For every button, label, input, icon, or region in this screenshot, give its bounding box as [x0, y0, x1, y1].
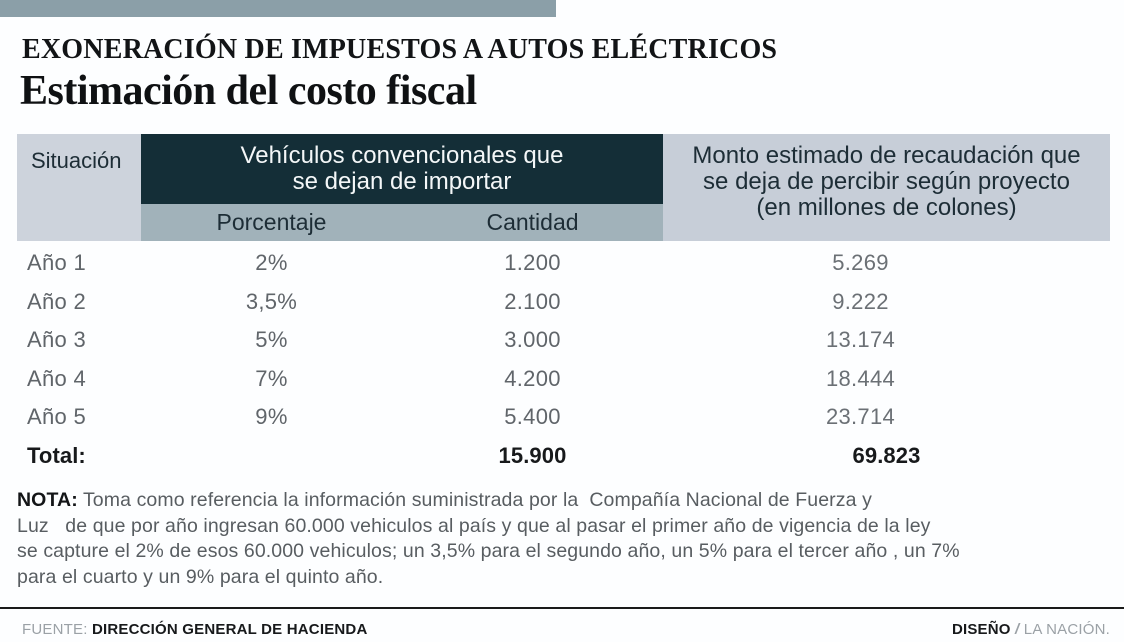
header-monto-line3: (en millones de colones) [756, 194, 1017, 221]
table-row: Año 5 9% 5.400 23.714 [17, 398, 1110, 437]
design-label: DISEÑO [951, 620, 1011, 638]
row-cantidad: 1.200 [504, 250, 561, 276]
header-cantidad: Cantidad [486, 209, 579, 235]
footer-credit: DISEÑO / LA NACIÓN. [952, 621, 1110, 638]
total-cantidad: 15.900 [498, 442, 567, 468]
table-row: Año 2 3,5% 2.100 9.222 [17, 283, 1110, 322]
table-body: Año 1 2% 1.200 5.269 Año 2 3,5% 2.100 9.… [17, 244, 1110, 475]
row-monto: 5.269 [832, 250, 889, 276]
row-label: Año 5 [27, 404, 86, 430]
total-label: Total: [27, 442, 86, 468]
table-header: Situación Vehículos convencionales que s… [17, 134, 1110, 241]
row-label: Año 1 [27, 250, 86, 276]
header-situacion: Situación [17, 134, 141, 241]
note-line: se capture el 2% de esos 60.000 vehiculo… [17, 540, 960, 562]
note-label: NOTA: [17, 489, 78, 511]
row-cantidad: 4.200 [504, 365, 561, 391]
header-porcentaje: Porcentaje [216, 209, 327, 235]
footer-source: FUENTE: DIRECCIÓN GENERAL DE HACIENDA [22, 621, 368, 638]
header-group-line1: Vehículos convencionales que [240, 142, 564, 169]
row-label: Año 3 [27, 327, 86, 353]
row-monto: 18.444 [825, 365, 896, 391]
note-paragraph: NOTA: Toma como referencia la informació… [17, 488, 1111, 590]
header-subrow: Porcentaje Cantidad [141, 204, 663, 241]
footer-divider [0, 607, 1124, 609]
header-group-column: Vehículos convencionales que se dejan de… [141, 134, 663, 241]
total-monto: 69.823 [852, 442, 921, 468]
accent-bar [0, 0, 556, 17]
note-text: Toma como referencia la información sumi… [77, 489, 872, 511]
header-monto: Monto estimado de recaudación que se dej… [663, 134, 1110, 241]
row-cantidad: 3.000 [504, 327, 561, 353]
design-separator: / [1015, 620, 1020, 638]
design-value: LA NACIÓN. [1023, 620, 1110, 638]
table-row: Año 1 2% 1.200 5.269 [17, 244, 1110, 283]
note-line: para el cuarto y un 9% para el quinto añ… [17, 565, 384, 588]
row-monto: 9.222 [832, 288, 889, 314]
row-porcentaje: 3,5% [245, 288, 298, 314]
row-label: Año 4 [27, 365, 86, 391]
row-cantidad: 5.400 [504, 404, 561, 430]
row-porcentaje: 5% [255, 327, 288, 353]
table-row: Año 3 5% 3.000 13.174 [17, 321, 1110, 360]
source-label: FUENTE: [22, 620, 88, 638]
source-value: DIRECCIÓN GENERAL DE HACIENDA [91, 620, 368, 638]
header-monto-line2: se deja de percibir según proyecto [703, 168, 1070, 195]
row-cantidad: 2.100 [504, 288, 561, 314]
note-line: NOTA: Toma como referencia la informació… [17, 488, 1111, 514]
table-row: Año 4 7% 4.200 18.444 [17, 360, 1110, 399]
note-line: Luz de que por año ingresan 60.000 vehic… [17, 514, 931, 537]
fiscal-cost-table: Situación Vehículos convencionales que s… [17, 134, 1110, 475]
page-title: Estimación del costo fiscal [20, 68, 477, 114]
row-porcentaje: 2% [255, 250, 288, 276]
header-monto-line1: Monto estimado de recaudación que [692, 142, 1081, 169]
kicker-headline: EXONERACIÓN DE IMPUESTOS A AUTOS ELÉCTRI… [22, 34, 778, 65]
table-total-row: Total: 15.900 69.823 [17, 437, 1110, 476]
footer: FUENTE: DIRECCIÓN GENERAL DE HACIENDA DI… [0, 616, 1124, 642]
row-porcentaje: 7% [255, 365, 288, 391]
header-group-vehiculos: Vehículos convencionales que se dejan de… [141, 134, 663, 204]
row-monto: 23.714 [825, 404, 896, 430]
header-group-line2: se dejan de importar [292, 168, 512, 195]
row-porcentaje: 9% [255, 404, 288, 430]
row-monto: 13.174 [825, 327, 896, 353]
row-label: Año 2 [27, 288, 86, 314]
